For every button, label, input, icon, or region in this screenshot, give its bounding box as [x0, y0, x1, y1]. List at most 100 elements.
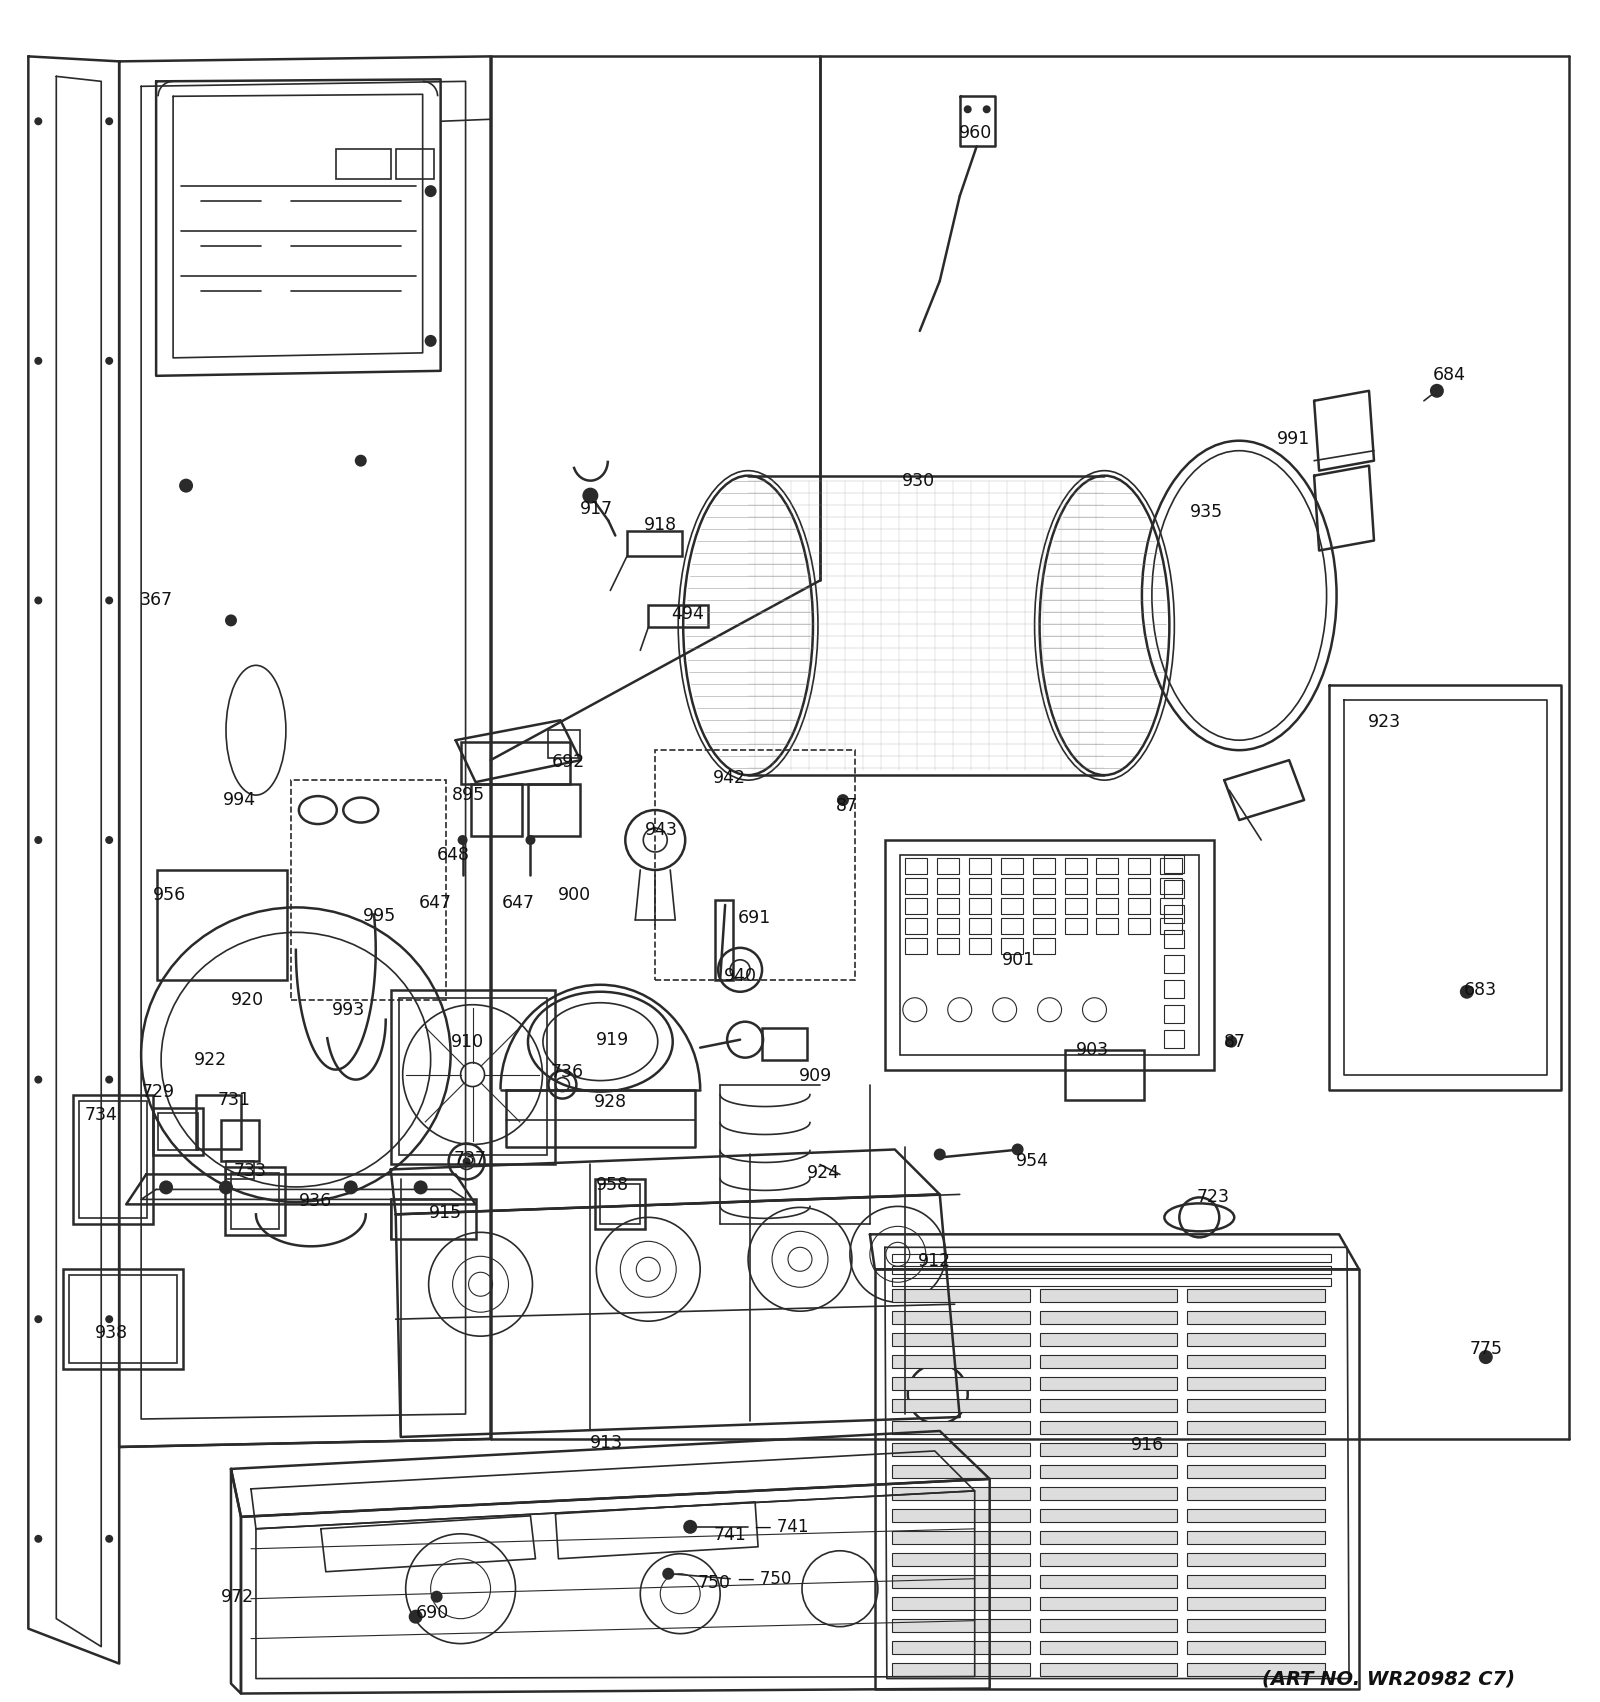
Bar [1040, 1596, 1178, 1610]
Circle shape [34, 357, 42, 364]
Circle shape [106, 596, 114, 604]
Circle shape [34, 1076, 42, 1084]
Circle shape [355, 454, 366, 466]
Bar [64, 1270, 182, 1368]
Bar [1165, 905, 1184, 922]
Bar [1040, 1663, 1178, 1675]
Bar [395, 150, 434, 179]
Bar [1040, 1377, 1178, 1391]
Bar [1128, 858, 1150, 873]
Bar [1187, 1311, 1325, 1324]
Circle shape [226, 614, 237, 626]
Bar [906, 878, 926, 894]
Bar [470, 785, 523, 836]
Text: 995: 995 [363, 907, 397, 924]
Bar [891, 1278, 1331, 1287]
Bar [1128, 899, 1150, 914]
Bar [221, 1120, 259, 1161]
Bar [1000, 899, 1022, 914]
Text: 648: 648 [437, 846, 470, 865]
Bar [1160, 858, 1182, 873]
Bar [1032, 878, 1054, 894]
Text: 924: 924 [806, 1164, 840, 1183]
Text: 910: 910 [451, 1033, 485, 1050]
Bar [528, 785, 581, 836]
Bar [891, 1641, 1030, 1654]
Circle shape [1459, 985, 1474, 999]
Bar [1096, 858, 1118, 873]
Bar [906, 858, 926, 873]
Bar [1187, 1619, 1325, 1632]
Bar [1040, 1488, 1178, 1499]
Text: 912: 912 [918, 1253, 952, 1270]
Bar [1040, 1399, 1178, 1413]
Bar [891, 1333, 1030, 1346]
Circle shape [106, 117, 114, 126]
Bar [968, 917, 990, 934]
Circle shape [458, 836, 467, 844]
Bar [1165, 955, 1184, 974]
Bar [968, 938, 990, 953]
Text: 647: 647 [502, 894, 534, 912]
Bar [1000, 858, 1022, 873]
Text: 972: 972 [221, 1588, 253, 1605]
Bar [936, 938, 958, 953]
Bar [1032, 917, 1054, 934]
Text: 938: 938 [94, 1324, 128, 1343]
Bar [891, 1311, 1030, 1324]
Text: 903: 903 [1075, 1040, 1109, 1059]
Bar [74, 1094, 154, 1224]
Circle shape [662, 1568, 674, 1579]
Bar [1187, 1377, 1325, 1391]
Bar [1040, 1530, 1178, 1544]
Text: 920: 920 [230, 991, 264, 1009]
Bar [80, 1101, 147, 1219]
Text: 692: 692 [552, 754, 586, 771]
Text: 723: 723 [1197, 1188, 1230, 1207]
Bar [891, 1443, 1030, 1455]
Circle shape [219, 1181, 234, 1195]
Bar [1187, 1421, 1325, 1435]
Circle shape [1011, 1144, 1024, 1156]
Text: 923: 923 [1368, 713, 1400, 732]
Text: — 750: — 750 [738, 1569, 792, 1588]
Text: 731: 731 [218, 1091, 251, 1108]
Bar [715, 900, 733, 980]
Bar [891, 1596, 1030, 1610]
Circle shape [837, 795, 850, 807]
Text: — 741: — 741 [755, 1518, 808, 1535]
Bar [1187, 1510, 1325, 1522]
Bar [226, 1168, 285, 1236]
Circle shape [1430, 385, 1443, 398]
Circle shape [34, 596, 42, 604]
Text: 960: 960 [958, 124, 992, 143]
Bar [1032, 938, 1054, 953]
Bar [1040, 1574, 1178, 1588]
Circle shape [106, 1316, 114, 1322]
Bar [549, 730, 581, 757]
Bar [1160, 917, 1182, 934]
Bar [1165, 1030, 1184, 1048]
Text: 922: 922 [194, 1050, 227, 1069]
Text: 915: 915 [429, 1205, 462, 1222]
Bar [891, 1421, 1030, 1435]
Bar [1096, 878, 1118, 894]
Text: 900: 900 [558, 887, 590, 904]
Bar [461, 742, 570, 785]
Bar [1187, 1443, 1325, 1455]
Text: 87: 87 [835, 797, 858, 815]
Bar [398, 997, 547, 1156]
Circle shape [963, 106, 971, 114]
Text: 775: 775 [1469, 1339, 1502, 1358]
Text: 909: 909 [800, 1067, 832, 1084]
Text: 993: 993 [333, 1001, 365, 1019]
Bar [648, 606, 709, 628]
Bar [1187, 1596, 1325, 1610]
Circle shape [683, 1520, 698, 1534]
Bar [69, 1275, 178, 1363]
Bar [1187, 1465, 1325, 1477]
Bar [1160, 899, 1182, 914]
Circle shape [106, 357, 114, 364]
Bar [891, 1488, 1030, 1499]
Text: 940: 940 [723, 967, 757, 985]
